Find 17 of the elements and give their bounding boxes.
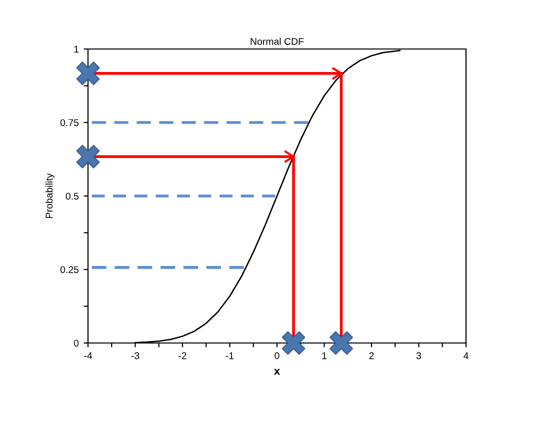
x-tick-label: 4 bbox=[464, 352, 468, 360]
y-tick-label: 0.75 bbox=[60, 119, 79, 126]
x-tick-label: -1 bbox=[226, 352, 234, 360]
x-tick-label: -3 bbox=[131, 352, 140, 360]
x-tick-label: -4 bbox=[84, 352, 92, 360]
y-axis-title: Probability bbox=[45, 173, 54, 218]
y-tick-label: 1 bbox=[74, 46, 78, 53]
x-tick-label: 3 bbox=[416, 352, 422, 360]
y-tick-label: 0 bbox=[74, 340, 79, 347]
x-tick-label: 1 bbox=[322, 352, 326, 360]
x-tick-label: -2 bbox=[178, 352, 186, 360]
x-tick-label: 0 bbox=[274, 352, 280, 360]
y-tick-label: 0.25 bbox=[60, 266, 79, 274]
x-tick-label: 2 bbox=[369, 352, 374, 360]
x-axis-title: x bbox=[274, 368, 280, 375]
y-tick-label: 0.5 bbox=[66, 192, 79, 200]
chart-title: Normal CDF bbox=[250, 38, 304, 45]
